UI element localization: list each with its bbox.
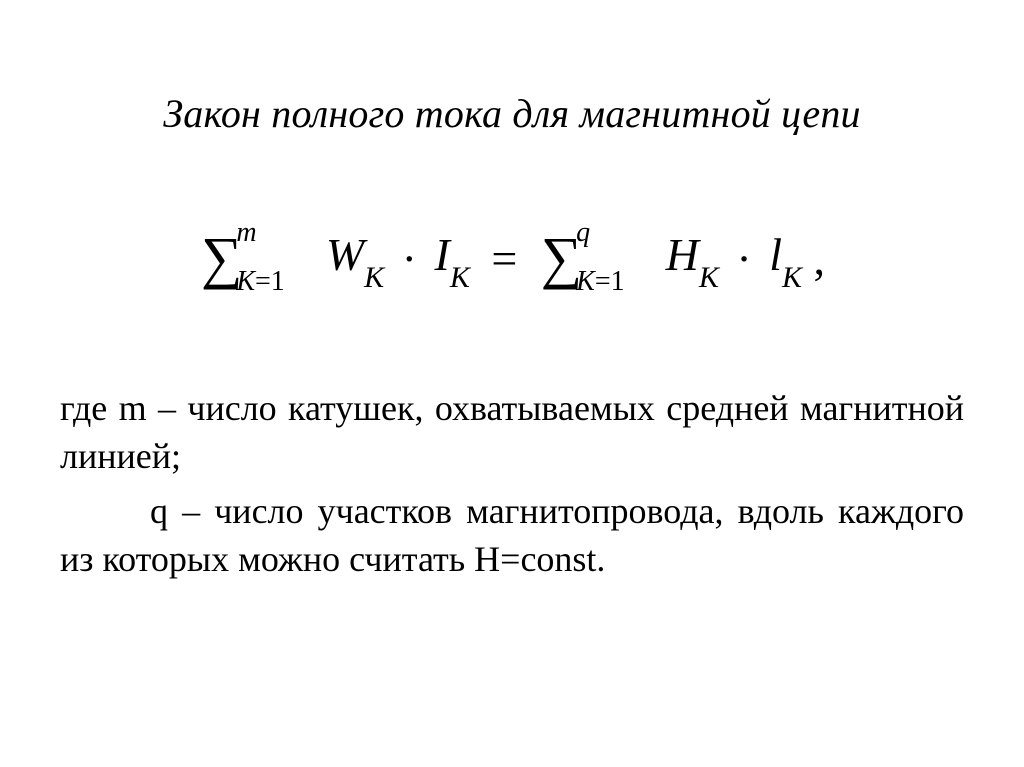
sigma-1-upper: m xyxy=(236,217,256,249)
sub-h: K xyxy=(699,261,719,294)
sigma-2-lower-var: K xyxy=(576,266,595,297)
formula: ∑ m K=1 WK · IK = ∑ q K=1 HK · lK , xyxy=(60,227,964,289)
equals: = xyxy=(481,232,527,285)
sigma-1-lower: K=1 xyxy=(236,266,284,298)
sigma-2-lower-eq: =1 xyxy=(595,266,625,297)
term-w: WK xyxy=(326,228,384,288)
paragraph-1: где m – число катушек, охватываемых сред… xyxy=(60,384,964,481)
var-h: H xyxy=(666,229,699,280)
slide-title: Закон полного тока для магнитной цепи xyxy=(60,90,964,137)
term-h: HK xyxy=(666,228,719,288)
var-w: W xyxy=(326,229,364,280)
body-text: где m – число катушек, охватываемых сред… xyxy=(60,384,964,584)
sub-l: K xyxy=(782,261,802,294)
term-i: IK xyxy=(435,228,470,288)
sigma-2: ∑ q K=1 xyxy=(541,229,582,288)
sigma-2-upper: q xyxy=(576,217,590,249)
sub-w: K xyxy=(364,261,384,294)
paragraph-2: q – число участков магнитопровода, вдоль… xyxy=(60,487,964,584)
sigma-1: ∑ m K=1 xyxy=(201,229,242,288)
term-l: lK xyxy=(769,228,802,288)
sigma-2-lower: K=1 xyxy=(576,266,624,298)
slide: Закон полного тока для магнитной цепи ∑ … xyxy=(0,0,1024,767)
sub-i: K xyxy=(450,261,470,294)
formula-tail: , xyxy=(814,232,826,285)
dot-1: · xyxy=(396,232,423,285)
var-l: l xyxy=(769,229,782,280)
var-i: I xyxy=(435,229,450,280)
sigma-1-lower-var: K xyxy=(236,266,255,297)
sigma-1-lower-eq: =1 xyxy=(255,266,285,297)
dot-2: · xyxy=(730,232,757,285)
